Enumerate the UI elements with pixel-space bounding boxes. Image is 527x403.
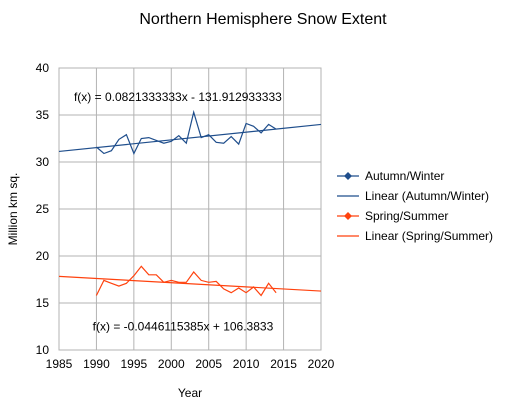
x-tick-label: 2020	[308, 357, 335, 371]
legend-marker-spring-summer	[344, 212, 352, 220]
x-tick-label: 1985	[46, 357, 73, 371]
x-tick-label: 2005	[195, 357, 222, 371]
trendline-linear-autumn-winter	[58, 123, 322, 153]
legend-marker-autumn-winter	[344, 172, 352, 180]
y-tick-label: 20	[36, 249, 50, 263]
series-line-autumn-winter	[96, 109, 277, 155]
trendline-linear-spring-summer	[58, 275, 322, 292]
x-tick-label: 1995	[121, 357, 148, 371]
legend-label: Autumn/Winter	[365, 169, 444, 183]
y-tick-labels: 10 15 20 25 30 35 40	[36, 61, 50, 357]
y-tick-label: 30	[36, 155, 50, 169]
y-tick-label: 10	[36, 343, 50, 357]
x-tick-label: 2000	[158, 357, 185, 371]
y-axis-label: Million km sq.	[6, 173, 20, 246]
series-layer	[58, 109, 322, 297]
y-tick-label: 40	[36, 61, 50, 75]
y-tick-label: 25	[36, 202, 50, 216]
series-line-spring-summer	[95, 265, 277, 297]
x-tick-label: 1990	[83, 357, 110, 371]
x-tick-label: 2010	[233, 357, 260, 371]
legend: Autumn/Winter Linear (Autumn/Winter) Sprin…	[337, 169, 493, 243]
x-axis-label: Year	[178, 386, 202, 400]
trendline-equation: f(x) = -0.0446115385x + 106.3833	[93, 320, 274, 334]
grid	[58, 67, 322, 351]
legend-label: Linear (Autumn/Winter)	[365, 189, 489, 203]
y-tick-label: 15	[36, 296, 50, 310]
legend-label: Spring/Summer	[365, 209, 448, 223]
legend-label: Linear (Spring/Summer)	[365, 229, 493, 243]
x-tick-labels: 1985 1990 1995 2000 2005 2010 2015 2020	[46, 357, 335, 371]
y-tick-label: 35	[36, 108, 50, 122]
x-tick-label: 2015	[270, 357, 297, 371]
chart-title: Northern Hemisphere Snow Extent	[139, 11, 387, 28]
plot-area	[58, 67, 322, 351]
annotations: f(x) = 0.0821333333x - 131.912933333 f(x)…	[74, 90, 282, 333]
trendline-equation: f(x) = 0.0821333333x - 131.912933333	[74, 90, 282, 104]
